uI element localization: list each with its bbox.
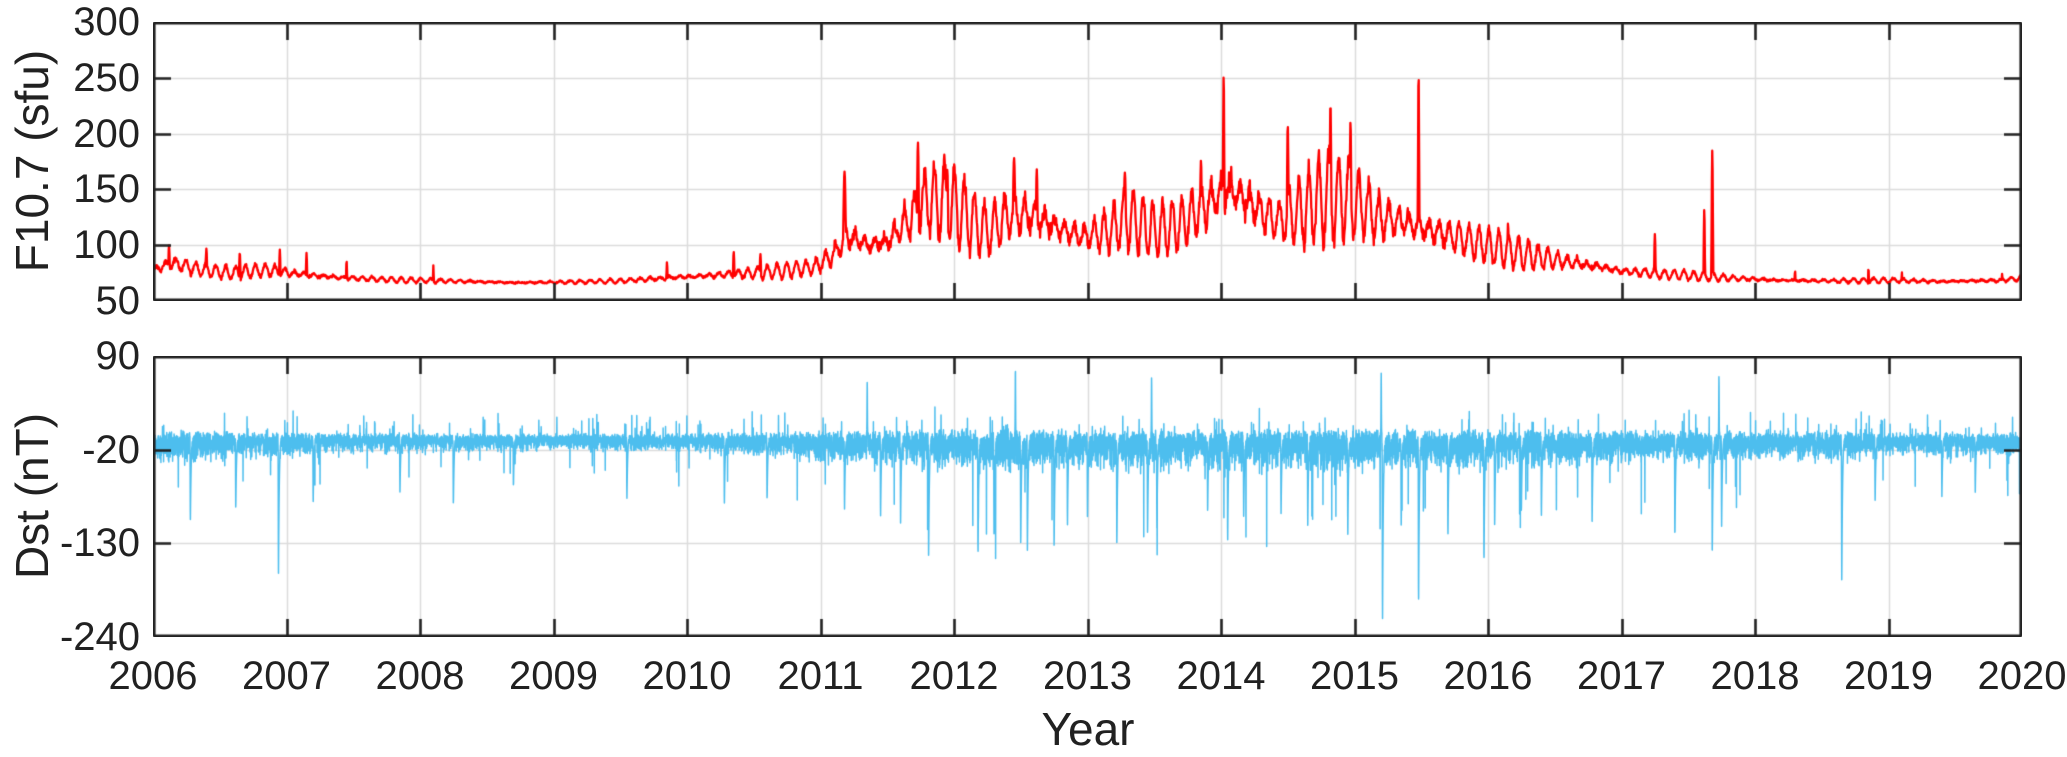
- xtick-label: 2010: [642, 654, 732, 698]
- ytick-label: 200: [73, 111, 140, 156]
- xtick-label: 2012: [909, 654, 999, 698]
- xtick-label: 2018: [1710, 654, 1800, 698]
- xtick-label: 2008: [375, 654, 465, 698]
- ytick-label: 300: [73, 0, 140, 44]
- xtick-label: 2014: [1176, 654, 1266, 698]
- ytick-label: 90: [95, 334, 141, 378]
- xtick-label: 2013: [1043, 654, 1132, 698]
- xtick-label: 2009: [509, 654, 598, 698]
- xtick-label: 2020: [1977, 654, 2067, 698]
- xtick-label: 2011: [777, 654, 864, 698]
- xtick-label: 2006: [108, 654, 198, 698]
- f107-plot-area: [153, 22, 2022, 301]
- ytick-label: -130: [59, 521, 140, 566]
- ytick-label: 250: [73, 55, 140, 100]
- xtick-label: 2007: [242, 654, 331, 698]
- ytick-label: -20: [82, 427, 140, 472]
- xtick-label: 2019: [1844, 654, 1933, 698]
- x-axis-label: Year: [1041, 703, 1135, 755]
- xtick-label: 2015: [1310, 654, 1399, 698]
- dst-plot-area: [153, 356, 2022, 637]
- ytick-label: 100: [73, 223, 140, 268]
- xtick-label: 2017: [1577, 654, 1666, 698]
- ytick-label: -240: [59, 615, 140, 659]
- ytick-label: 150: [73, 167, 140, 212]
- xtick-label: 2016: [1443, 654, 1533, 698]
- ytick-label: 50: [95, 279, 141, 323]
